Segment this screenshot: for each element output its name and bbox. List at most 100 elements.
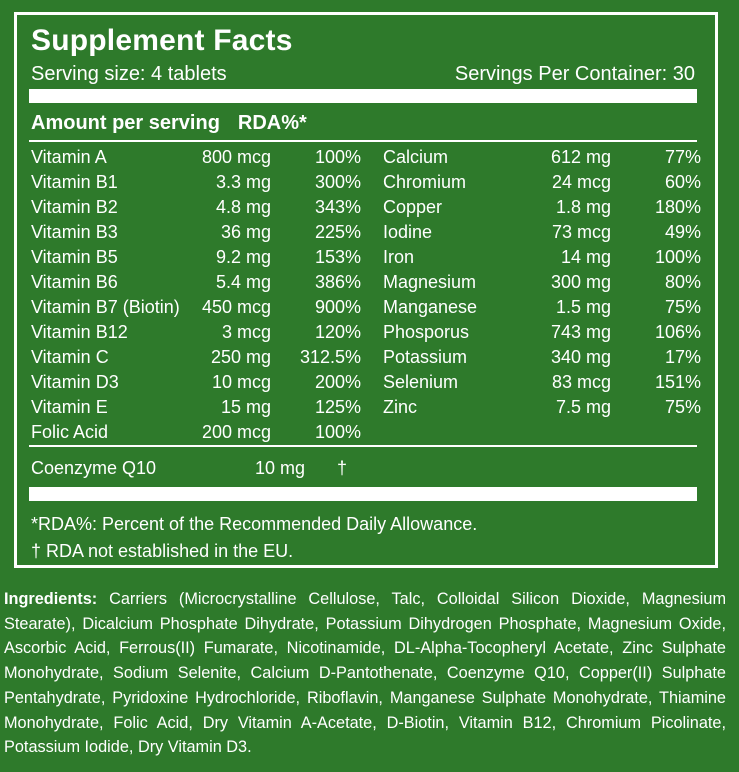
nutrient-name: Potassium bbox=[383, 347, 468, 367]
nutrient-amount: 15 mg bbox=[220, 397, 271, 417]
nutrient-name: Folic Acid bbox=[31, 422, 109, 442]
nutrient-amount: 743 mg bbox=[550, 322, 611, 342]
ingredients-text: Ingredients: Carriers (Microcrystalline … bbox=[4, 587, 726, 760]
nutrient-amount: 450 mcg bbox=[201, 297, 271, 317]
table-row: Chromium 24 mcg 60% bbox=[383, 170, 701, 195]
nutrient-name: Vitamin D3 bbox=[31, 372, 119, 392]
nutrient-amount: 10 mcg bbox=[211, 372, 271, 392]
table-row: Vitamin B3 36 mg 225% bbox=[31, 220, 361, 245]
nutrient-name: Vitamin C bbox=[31, 347, 109, 367]
nutrient-name: Iron bbox=[383, 247, 415, 267]
nutrient-amount: 250 mg bbox=[210, 347, 271, 367]
table-row: Folic Acid 200 mcg 100% bbox=[31, 420, 361, 445]
nutrient-name: Phosporus bbox=[383, 322, 470, 342]
table-row: Vitamin B7 (Biotin) 450 mcg 900% bbox=[31, 295, 361, 320]
nutrient-name: Manganese bbox=[383, 297, 478, 317]
rda-label: RDA%* bbox=[237, 112, 307, 134]
nutrient-rda: 106% bbox=[654, 322, 701, 342]
supplement-facts-panel: Supplement Facts Serving size: 4 tablets… bbox=[14, 12, 718, 568]
nutrient-rda: † bbox=[337, 458, 348, 478]
nutrient-name: Chromium bbox=[383, 172, 467, 192]
nutrient-rda: 60% bbox=[664, 172, 701, 192]
nutrient-rda: 386% bbox=[314, 272, 361, 292]
ingredients-list: Carriers (Microcrystalline Cellulose, Ta… bbox=[4, 590, 727, 757]
table-row: Manganese 1.5 mg 75% bbox=[383, 295, 701, 320]
table-row: Vitamin B6 5.4 mg 386% bbox=[31, 270, 361, 295]
table-row: Potassium 340 mg 17% bbox=[383, 345, 701, 370]
nutrient-name: Vitamin B7 (Biotin) bbox=[31, 297, 180, 317]
nutrient-rda: 225% bbox=[314, 222, 361, 242]
nutrient-name: Copper bbox=[383, 197, 443, 217]
nutrient-rda: 17% bbox=[664, 347, 701, 367]
nutrient-rda: 100% bbox=[654, 247, 701, 267]
dagger-footnote: † RDA not established in the EU. bbox=[31, 541, 294, 561]
nutrient-rda: 100% bbox=[314, 422, 361, 442]
nutrient-rda: 151% bbox=[654, 372, 701, 392]
nutrient-amount: 200 mcg bbox=[201, 422, 271, 442]
nutrients-left-column: Vitamin A 800 mcg 100% Vitamin B1 3.3 mg 300… bbox=[31, 145, 361, 445]
rda-footnote: *RDA%: Percent of the Recommended Daily … bbox=[31, 514, 478, 534]
nutrient-rda: 49% bbox=[664, 222, 701, 242]
nutrient-amount: 1.5 mg bbox=[555, 297, 611, 317]
table-header: Amount per serving RDA%* bbox=[31, 110, 307, 136]
amount-per-serving-label: Amount per serving bbox=[31, 112, 220, 134]
table-row: Selenium 83 mcg 151% bbox=[383, 370, 701, 395]
nutrient-rda: 312.5% bbox=[299, 347, 361, 367]
table-row: Vitamin A 800 mcg 100% bbox=[31, 145, 361, 170]
nutrient-amount: 4.8 mg bbox=[215, 197, 271, 217]
nutrient-amount: 36 mg bbox=[220, 222, 271, 242]
top-divider-bar bbox=[29, 89, 697, 103]
table-row: Vitamin C 250 mg 312.5% bbox=[31, 345, 361, 370]
nutrient-amount: 1.8 mg bbox=[555, 197, 611, 217]
nutrient-name: Vitamin B3 bbox=[31, 222, 118, 242]
ingredients-label: Ingredients: bbox=[4, 590, 98, 608]
coenzyme-divider bbox=[29, 445, 697, 447]
nutrient-amount: 3 mcg bbox=[221, 322, 271, 342]
serving-size: Serving size: 4 tablets bbox=[31, 63, 227, 85]
table-row: Vitamin D3 10 mcg 200% bbox=[31, 370, 361, 395]
nutrient-rda: 125% bbox=[314, 397, 361, 417]
nutrient-name: Vitamin A bbox=[31, 147, 107, 167]
nutrient-amount: 800 mcg bbox=[201, 147, 271, 167]
nutrient-name: Vitamin B5 bbox=[31, 247, 118, 267]
nutrient-rda: 100% bbox=[314, 147, 361, 167]
table-row: Zinc 7.5 mg 75% bbox=[383, 395, 701, 420]
nutrient-name: Coenzyme Q10 bbox=[31, 458, 157, 478]
nutrient-amount: 3.3 mg bbox=[215, 172, 271, 192]
nutrient-rda: 120% bbox=[314, 322, 361, 342]
nutrient-amount: 340 mg bbox=[550, 347, 611, 367]
nutrient-amount: 300 mg bbox=[550, 272, 611, 292]
nutrient-name: Selenium bbox=[383, 372, 459, 392]
table-row: Copper 1.8 mg 180% bbox=[383, 195, 701, 220]
nutrient-name: Vitamin B12 bbox=[31, 322, 128, 342]
nutrient-amount: 83 mcg bbox=[551, 372, 611, 392]
nutrient-amount: 7.5 mg bbox=[555, 397, 611, 417]
table-row: Phosporus 743 mg 106% bbox=[383, 320, 701, 345]
page-title: Supplement Facts bbox=[31, 24, 293, 57]
nutrient-amount: 612 mg bbox=[550, 147, 611, 167]
nutrient-name: Zinc bbox=[383, 397, 418, 417]
nutrient-amount: 5.4 mg bbox=[215, 272, 271, 292]
nutrient-rda: 75% bbox=[664, 397, 701, 417]
nutrient-name: Vitamin B1 bbox=[31, 172, 118, 192]
nutrients-right-column: Calcium 612 mg 77% Chromium 24 mcg 60% Coppe… bbox=[383, 145, 701, 420]
table-row: Vitamin B12 3 mcg 120% bbox=[31, 320, 361, 345]
table-row: Iodine 73 mcg 49% bbox=[383, 220, 701, 245]
nutrient-name: Vitamin B6 bbox=[31, 272, 118, 292]
nutrient-rda: 153% bbox=[314, 247, 361, 267]
nutrient-rda: 180% bbox=[654, 197, 701, 217]
nutrient-rda: 900% bbox=[314, 297, 361, 317]
coenzyme-row: Coenzyme Q10 10 mg † bbox=[31, 456, 361, 481]
table-row: Vitamin B1 3.3 mg 300% bbox=[31, 170, 361, 195]
nutrient-name: Iodine bbox=[383, 222, 433, 242]
nutrient-name: Calcium bbox=[383, 147, 449, 167]
nutrient-rda: 200% bbox=[314, 372, 361, 392]
table-row: Vitamin B2 4.8 mg 343% bbox=[31, 195, 361, 220]
nutrient-name: Vitamin E bbox=[31, 397, 108, 417]
nutrient-amount: 9.2 mg bbox=[215, 247, 271, 267]
table-row: Iron 14 mg 100% bbox=[383, 245, 701, 270]
servings-per-container: Servings Per Container: 30 bbox=[454, 63, 695, 85]
nutrient-rda: 80% bbox=[664, 272, 701, 292]
table-row: Vitamin E 15 mg 125% bbox=[31, 395, 361, 420]
header-divider bbox=[29, 140, 697, 142]
